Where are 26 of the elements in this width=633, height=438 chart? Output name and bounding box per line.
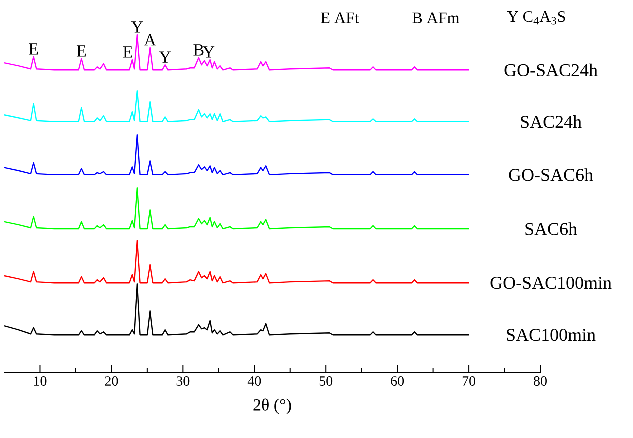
series-label: GO-SAC100min (490, 277, 612, 290)
text: SAC24h (521, 116, 582, 128)
x-tick-label: 10 (34, 376, 47, 386)
x-tick-label: 60 (391, 376, 404, 386)
annotation: E (29, 44, 38, 55)
series-label: GO-SAC24h (504, 64, 598, 76)
annotation: E (76, 46, 86, 57)
annotation: Y (131, 22, 144, 33)
text: Y C$_{4}$A$_{3}$S (508, 11, 566, 25)
x-axis-title: 2θ (°) (254, 398, 292, 414)
annotation: B (194, 44, 204, 56)
x-tick-label: 50 (320, 376, 333, 386)
text: B AFm (412, 12, 460, 24)
annotation: Y (202, 46, 215, 58)
text: SAC100min (507, 329, 596, 342)
x-tick-label: 40 (248, 376, 262, 386)
text: GO-SAC6h (509, 168, 594, 182)
annotation: Y (159, 52, 172, 63)
text: SAC6h (526, 222, 578, 236)
x-tick-label: 70 (462, 376, 476, 386)
annotation: A (144, 34, 156, 46)
x-tick-label: 80 (534, 376, 547, 386)
text: E AFt (321, 12, 360, 24)
annotation: E (123, 46, 132, 58)
x-tick-label: 20 (105, 376, 118, 386)
x-tick-label: 30 (176, 376, 190, 386)
